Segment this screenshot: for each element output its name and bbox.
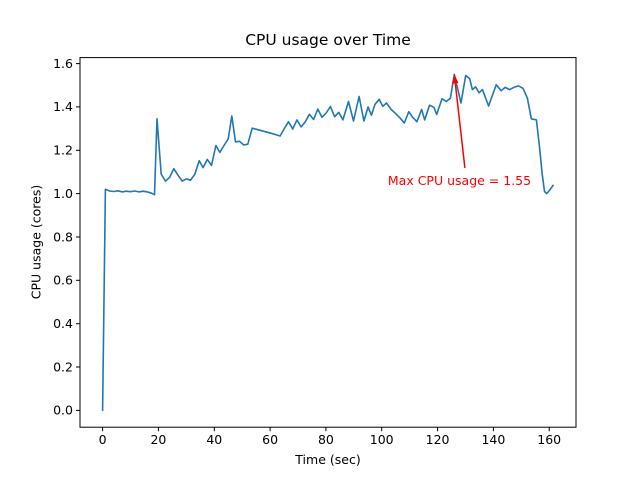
x-tick-label: 20 <box>150 432 166 447</box>
plot-border <box>79 57 577 428</box>
y-axis-label: CPU usage (cores) <box>28 184 44 300</box>
y-tick-label: 0.4 <box>53 316 73 331</box>
y-tick-label: 1.0 <box>53 186 73 201</box>
x-axis-label: Time (sec) <box>295 452 361 467</box>
y-tick-label: 0.2 <box>53 359 73 374</box>
x-tick-label: 0 <box>99 432 107 447</box>
x-tick-label: 80 <box>318 432 334 447</box>
chart-title: CPU usage over Time <box>245 31 411 49</box>
annotation-arrow-head <box>452 74 459 84</box>
y-tick-label: 1.4 <box>53 99 73 114</box>
x-tick-label: 120 <box>426 432 450 447</box>
annotation-arrow-line <box>454 83 466 169</box>
x-tick-label: 160 <box>537 432 561 447</box>
x-tick-label: 140 <box>481 432 505 447</box>
y-tick-label: 0.8 <box>53 229 73 244</box>
y-tick-label: 0.0 <box>53 403 73 418</box>
cpu_usage-line <box>101 73 554 412</box>
max-cpu-annotation: Max CPU usage = 1.55 <box>387 172 532 188</box>
x-tick-label: 40 <box>206 432 222 447</box>
y-tick-label: 1.6 <box>53 56 73 71</box>
y-tick-label: 1.2 <box>53 143 73 158</box>
y-tick-label: 0.6 <box>53 273 73 288</box>
x-tick-label: 60 <box>262 432 278 447</box>
x-tick-label: 100 <box>370 432 394 447</box>
